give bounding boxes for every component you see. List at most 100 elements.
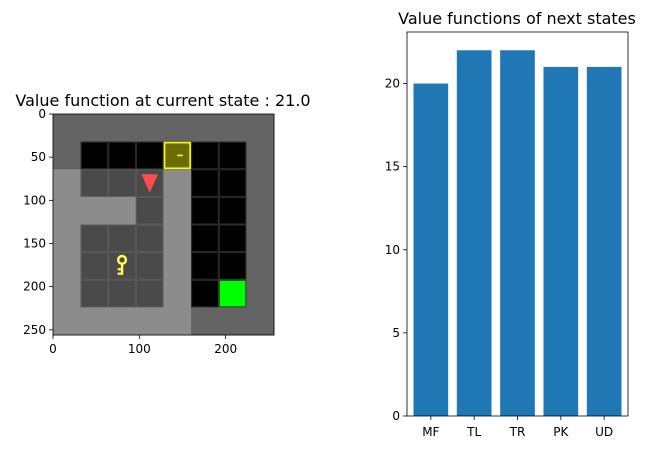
bar [456, 50, 492, 417]
grid-cell-border [108, 224, 136, 253]
grid-cell [108, 169, 137, 198]
grid-cell [108, 114, 137, 143]
grid-cell [80, 169, 109, 198]
grid-cell [53, 196, 82, 225]
grid-cell-border [191, 141, 219, 170]
grid-cell [53, 307, 82, 336]
grid-cell-border [80, 141, 109, 170]
grid-image [53, 114, 275, 336]
grid-cell-border [218, 279, 247, 308]
grid-cell [163, 252, 192, 281]
grid-cell [80, 252, 109, 281]
grid-cell [191, 279, 220, 308]
grid-cell [135, 141, 164, 170]
grid-cell [53, 141, 82, 170]
grid-cell [163, 279, 192, 308]
grid-cell-border [135, 169, 164, 197]
bar [543, 66, 579, 416]
grid-cell-border [80, 252, 109, 280]
grid-cell [218, 279, 247, 308]
bar-series [413, 50, 622, 417]
x-tick-label: 0 [49, 342, 57, 356]
grid-cell [80, 307, 109, 336]
bar [586, 66, 622, 416]
grid-cell [246, 224, 275, 253]
agent-marker [141, 174, 158, 193]
grid-cell-border [135, 224, 164, 253]
grid-cell [135, 196, 164, 225]
x-tick-label: PK [553, 425, 569, 439]
grid-cell-border [135, 141, 164, 170]
grid-cell [218, 252, 247, 281]
value-map-title: Value function at current state : 21.0 [15, 91, 310, 110]
grid-cell [135, 307, 164, 336]
value-map-frame [52, 113, 275, 336]
bar [500, 50, 535, 417]
y-tick-label: 250 [23, 323, 46, 337]
y-tick-label: 0 [38, 107, 46, 121]
grid-cell [246, 279, 275, 308]
grid-cell-border [218, 141, 247, 170]
x-tick-label: UD [595, 425, 613, 439]
grid-cell-border [191, 196, 219, 225]
door-outline [163, 141, 191, 170]
grid-cell-border [108, 252, 136, 280]
key-icon [116, 254, 128, 275]
grid-cell [163, 169, 192, 198]
bar-chart-title: Value functions of next states [398, 9, 636, 28]
grid-cell [108, 279, 137, 308]
grid-cell [108, 196, 137, 225]
grid-cell [218, 307, 247, 336]
bar-chart-frame [406, 31, 629, 417]
grid-cell [53, 114, 82, 143]
y-tick-label: 15 [385, 160, 400, 174]
grid-cell-border [108, 169, 136, 197]
grid-cell [135, 279, 164, 308]
y-tick-label: 150 [23, 236, 46, 250]
grid-cell [218, 114, 247, 143]
grid-cell-border [191, 252, 219, 280]
grid-cell [163, 196, 192, 225]
grid-cell [53, 224, 82, 253]
grid-cell [135, 252, 164, 281]
y-tick-label: 5 [392, 326, 400, 340]
grid-cell [218, 196, 247, 225]
grid-cell [218, 141, 247, 170]
x-tick-label: 200 [214, 342, 237, 356]
grid-cell [53, 279, 82, 308]
grid-cell [80, 141, 109, 170]
grid-cell [218, 224, 247, 253]
grid-cell-border [108, 279, 136, 308]
bar [413, 83, 449, 416]
grid-cell [53, 252, 82, 281]
y-tick-label: 200 [23, 280, 46, 294]
grid-cell [246, 114, 275, 143]
key-bow [116, 254, 128, 265]
grid-cell-border [191, 169, 219, 197]
y-tick-label: 20 [385, 77, 400, 91]
grid-cell [191, 169, 220, 198]
grid-cell [246, 252, 275, 281]
bar-chart-panel: Value functions of next states MF TL TR PK U… [385, 9, 636, 439]
grid-cell [108, 224, 137, 253]
grid-cell [80, 196, 109, 225]
grid-cell [108, 141, 137, 170]
x-tick-label: MF [422, 425, 439, 439]
grid-cell-border [135, 196, 164, 225]
grid-cell-border [218, 252, 247, 280]
grid-cell [80, 224, 109, 253]
grid-cell [191, 307, 220, 336]
grid-cell [135, 114, 164, 143]
y-tick-label: 10 [385, 243, 400, 257]
grid-cell [108, 307, 137, 336]
grid-cell [191, 196, 220, 225]
grid-cell [163, 114, 192, 143]
y-tick-label: 0 [392, 409, 400, 423]
grid-cell [246, 196, 275, 225]
grid-cell [191, 252, 220, 281]
grid-cell [246, 169, 275, 198]
grid-cell-border [135, 279, 164, 308]
grid-cell-border [80, 224, 109, 253]
y-tick-label: 100 [23, 193, 46, 207]
